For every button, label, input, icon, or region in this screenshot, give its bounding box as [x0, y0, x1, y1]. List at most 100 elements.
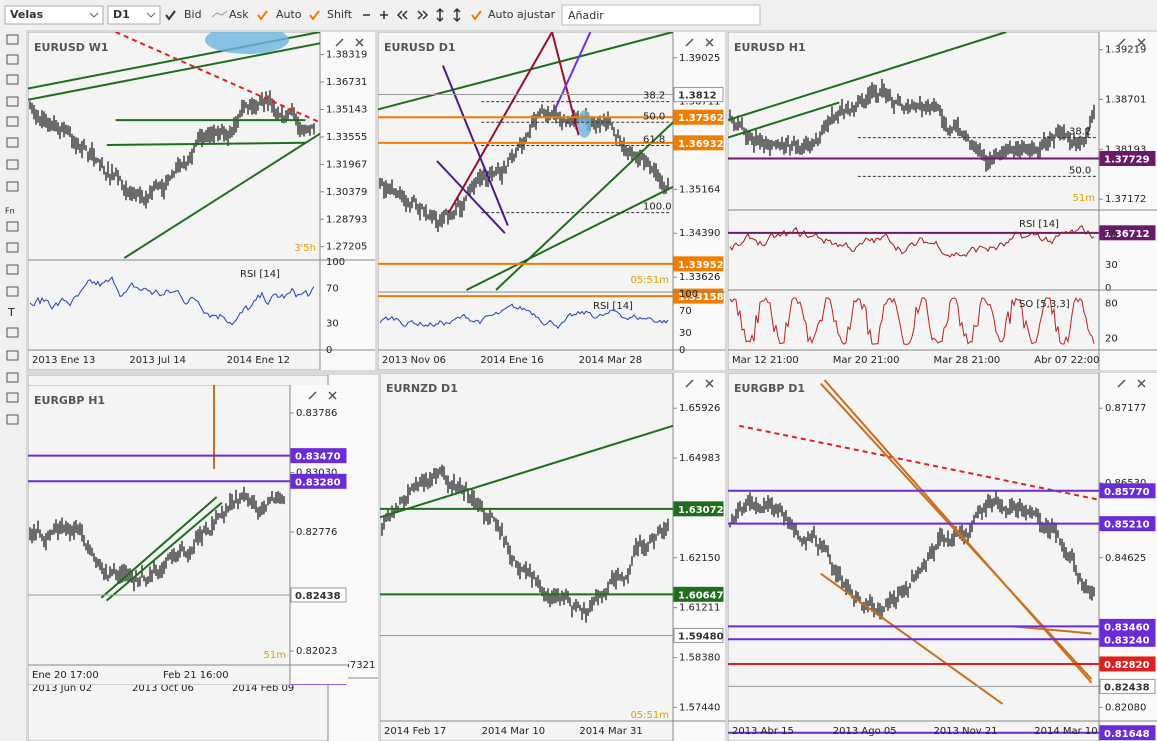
indicator-line	[29, 276, 315, 326]
button-icon	[1117, 379, 1126, 388]
price-tag-label: 1.59480	[678, 631, 724, 642]
panel-title: EURUSD W1	[34, 41, 109, 54]
edit-button[interactable]	[1117, 379, 1126, 388]
panel-content: 0.871770.865300.846250.839900.820800.857…	[728, 373, 1157, 741]
price-label: 1.31967	[326, 159, 367, 170]
trend-line	[1013, 625, 1092, 635]
close-button[interactable]	[1137, 38, 1146, 47]
panel-title: EURGBP H1	[34, 394, 105, 407]
close-button[interactable]	[705, 379, 714, 388]
tool-icon	[6, 372, 19, 383]
button-icon	[705, 38, 714, 47]
edit-button[interactable]	[335, 38, 344, 47]
time-label: 2013 Abr 15	[732, 726, 794, 737]
price-label: 1.65926	[679, 403, 720, 414]
indicator-label: RSI [14]	[1019, 219, 1059, 230]
close-button[interactable]	[1137, 379, 1146, 388]
option: Auto	[276, 8, 302, 21]
price-tag-label: 0.83470	[295, 452, 341, 463]
chart-type-select[interactable]	[4, 5, 104, 25]
price-tag	[673, 627, 724, 643]
indicator-level: 80	[1105, 299, 1118, 310]
panel-content: 1.38319 1.36731 1.35143 1.33555 1.31967 1.303…	[28, 32, 375, 370]
chart-panel: 0.871770.865300.846250.839900.820800.857…	[728, 373, 1157, 741]
panel-content: 0.837860.830300.827760.822780.820230.834…	[28, 385, 348, 685]
price-tag-label: 1.36712	[1104, 229, 1150, 240]
price-tag	[1099, 150, 1156, 166]
close-button[interactable]	[328, 391, 337, 400]
price-label: 1.38193	[1105, 144, 1146, 155]
timeframe-select[interactable]	[107, 5, 161, 25]
edit-button[interactable]	[685, 38, 694, 47]
option: Shift	[327, 8, 353, 21]
timer-note: 51m	[264, 650, 286, 661]
check[interactable]	[257, 10, 268, 21]
indicator-level: 70	[1105, 230, 1118, 241]
check[interactable]	[471, 10, 482, 21]
price-tag-label: 1.36932	[678, 139, 724, 150]
check[interactable]	[211, 10, 228, 18]
indicator-level: 20	[1105, 333, 1118, 344]
price-label: 1.30379	[326, 187, 367, 198]
price-tag	[673, 135, 724, 151]
price-label: 0.82776	[296, 527, 337, 538]
button-icon	[705, 379, 714, 388]
price-label: 1.35164	[679, 184, 720, 195]
check[interactable]	[309, 10, 320, 21]
indicator-level: 0	[1105, 283, 1111, 294]
price-tag	[1099, 225, 1156, 241]
indicator-line	[379, 303, 669, 330]
zoom-tools[interactable]	[363, 7, 461, 23]
dropdown-arrow	[146, 12, 156, 18]
trend-line	[105, 501, 223, 602]
price-label: 1.58380	[679, 653, 720, 664]
chart-panel: 1.39219 1.38701 1.38193 1.37172 1.37729 1.367…	[728, 32, 1157, 370]
price-tag	[1099, 631, 1156, 647]
price-tag	[1099, 725, 1156, 741]
price-series	[729, 79, 1095, 172]
indicator-label: RSI [14]	[593, 301, 633, 312]
chart-type: Velas	[10, 8, 44, 21]
edit-button[interactable]	[1117, 38, 1126, 47]
time-label: 2014 Mar 10	[482, 726, 545, 737]
time-label: 2013 Ene 13	[32, 355, 95, 366]
close-button[interactable]	[355, 38, 364, 47]
close-button[interactable]	[705, 38, 714, 47]
price-tag-label: 1.60647	[678, 590, 724, 601]
price-label: 1.57321	[334, 660, 375, 671]
panel-title: EURUSD H1	[734, 41, 806, 54]
sidebar-label: Fn	[5, 207, 15, 216]
tool-icon	[6, 159, 19, 170]
time-label: Ene 20 17:00	[32, 670, 99, 681]
trend-line	[100, 496, 218, 599]
price-label: 1.39219	[1105, 45, 1146, 56]
time-label: Mar 12 21:00	[732, 355, 799, 366]
panel-title: EURUSD D1	[384, 41, 456, 54]
chart-panel: 1.659261.649831.640401.621501.612111.583…	[380, 373, 725, 741]
fib-label: 38.2	[1069, 127, 1091, 138]
timeframe: D1	[113, 8, 130, 21]
price-tag-label: 0.85210	[1104, 520, 1150, 531]
time-label: 2014 Feb 17	[384, 726, 446, 737]
price-tag-label: 1.37729	[1104, 154, 1150, 165]
tool-icon	[6, 350, 19, 361]
button-icon	[335, 38, 344, 47]
time-label: 2014 Mar 31	[579, 726, 642, 737]
indicator-line	[729, 225, 1095, 258]
time-label: 2013 Ago 05	[833, 726, 897, 737]
check[interactable]	[165, 10, 176, 21]
trend-line	[466, 185, 674, 291]
tool-icon	[6, 264, 19, 275]
indicator-level: 0	[326, 345, 332, 356]
edit-button[interactable]	[685, 379, 694, 388]
sidebar-icons[interactable]	[6, 34, 19, 425]
highlight	[577, 110, 592, 138]
price-tag	[673, 586, 724, 602]
price-tag	[290, 448, 347, 464]
search-input[interactable]	[561, 4, 761, 26]
time-label: 2013 Jul 14	[129, 355, 186, 366]
edit-button[interactable]	[308, 391, 317, 400]
dropdown-arrow	[89, 12, 99, 18]
chart-panel: 0.837860.830300.827760.822780.820230.834…	[28, 385, 348, 685]
tool-icon	[6, 392, 19, 403]
